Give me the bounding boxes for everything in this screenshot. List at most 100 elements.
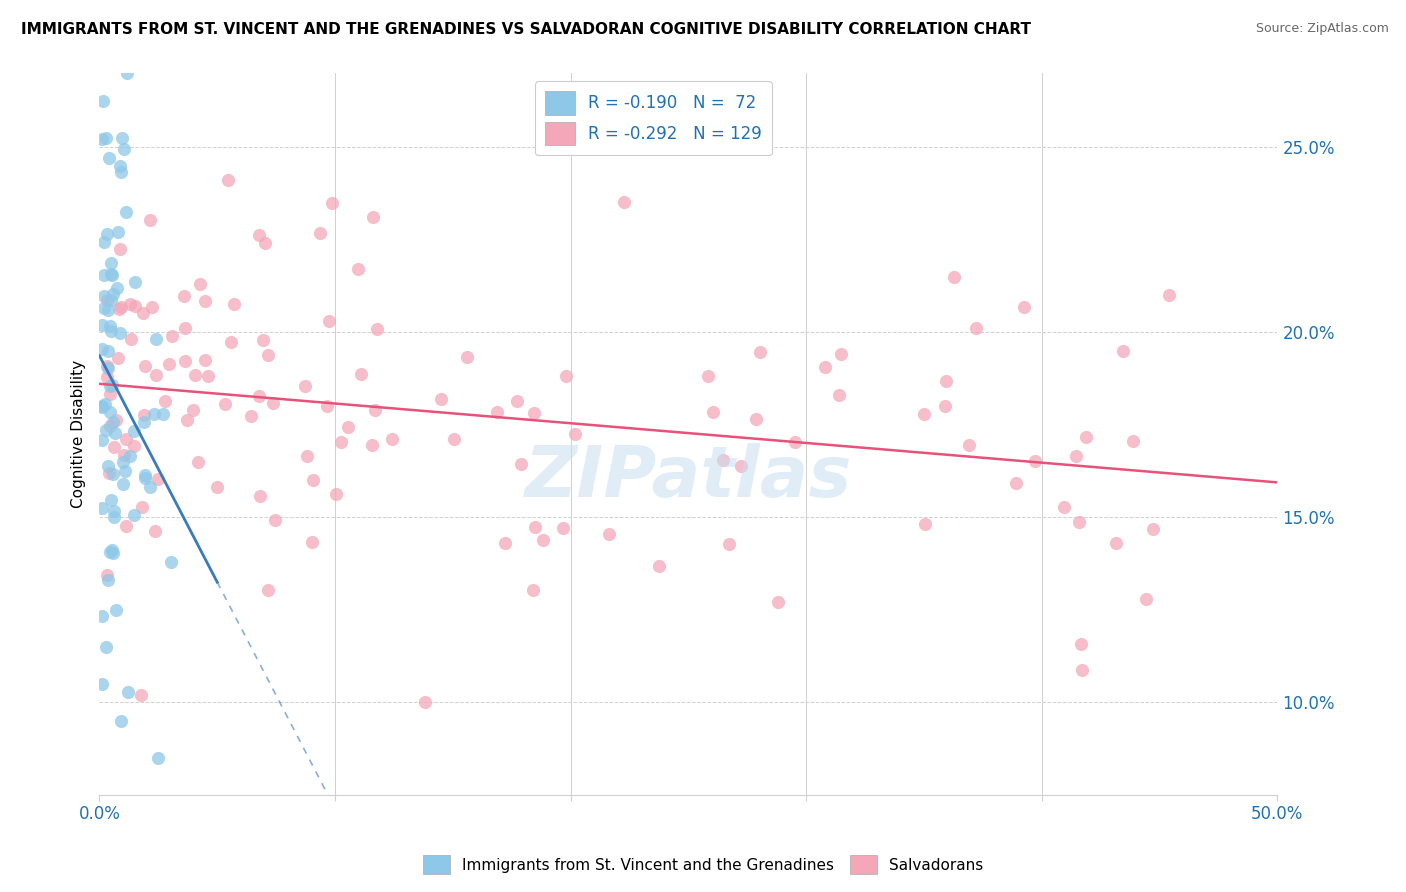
Point xyxy=(118,297,141,311)
Point xyxy=(108,242,131,256)
Point xyxy=(96,359,118,373)
Point xyxy=(430,392,453,406)
Point xyxy=(91,94,114,108)
Point xyxy=(97,458,120,473)
Point xyxy=(101,268,124,282)
Point xyxy=(364,403,387,417)
Point xyxy=(105,281,128,295)
Point xyxy=(93,301,115,315)
Point xyxy=(613,194,636,209)
Point xyxy=(523,407,546,421)
Point xyxy=(157,357,180,371)
Point xyxy=(1005,475,1028,490)
Point xyxy=(247,227,270,242)
Point xyxy=(146,472,169,486)
Point xyxy=(249,489,271,503)
Point xyxy=(1112,343,1135,358)
Point xyxy=(173,288,195,302)
Point xyxy=(957,437,980,451)
Point xyxy=(100,493,122,508)
Point xyxy=(94,423,117,437)
Point xyxy=(131,500,153,514)
Point xyxy=(94,397,117,411)
Point xyxy=(104,412,127,426)
Point xyxy=(257,347,280,361)
Point xyxy=(935,374,957,388)
Point xyxy=(522,583,544,598)
Point xyxy=(98,151,121,165)
Point xyxy=(224,296,246,310)
Point xyxy=(217,172,239,186)
Point xyxy=(145,368,167,383)
Point xyxy=(97,343,120,358)
Point xyxy=(485,404,508,418)
Point xyxy=(97,302,120,317)
Point xyxy=(110,714,132,728)
Point xyxy=(828,388,851,402)
Point xyxy=(122,424,145,438)
Point xyxy=(321,195,343,210)
Point xyxy=(555,369,578,384)
Point xyxy=(262,396,284,410)
Point xyxy=(263,512,285,526)
Point xyxy=(318,314,340,328)
Point xyxy=(176,412,198,426)
Point xyxy=(129,688,152,702)
Point xyxy=(194,293,217,308)
Point xyxy=(730,459,752,474)
Point xyxy=(187,455,209,469)
Point xyxy=(94,131,117,145)
Point xyxy=(443,432,465,446)
Legend: R = -0.190   N =  72, R = -0.292   N = 129: R = -0.190 N = 72, R = -0.292 N = 129 xyxy=(534,81,772,155)
Point xyxy=(96,293,118,307)
Point xyxy=(965,320,987,334)
Point xyxy=(648,558,671,573)
Point xyxy=(301,534,323,549)
Y-axis label: Cognitive Disability: Cognitive Disability xyxy=(72,360,86,508)
Point xyxy=(96,227,118,241)
Point xyxy=(553,521,575,535)
Point xyxy=(103,509,125,524)
Point xyxy=(98,318,121,333)
Point xyxy=(134,468,156,483)
Point xyxy=(160,555,183,569)
Point xyxy=(103,415,125,429)
Point xyxy=(114,464,136,478)
Point xyxy=(413,696,436,710)
Point xyxy=(814,359,837,374)
Point xyxy=(91,400,114,414)
Point xyxy=(100,325,122,339)
Point xyxy=(100,267,122,281)
Point xyxy=(110,165,132,179)
Point xyxy=(110,300,132,314)
Point xyxy=(295,449,318,463)
Point xyxy=(103,504,125,518)
Point xyxy=(90,132,112,146)
Point xyxy=(104,425,127,440)
Point xyxy=(122,439,145,453)
Point xyxy=(219,334,242,349)
Point xyxy=(1064,449,1087,463)
Point xyxy=(108,302,131,317)
Point xyxy=(316,399,339,413)
Point xyxy=(329,434,352,449)
Point xyxy=(1105,536,1128,550)
Point xyxy=(100,378,122,392)
Point xyxy=(98,545,121,559)
Point xyxy=(366,322,388,336)
Point xyxy=(1012,300,1035,314)
Point xyxy=(1157,287,1180,301)
Point xyxy=(160,328,183,343)
Point xyxy=(105,603,128,617)
Point xyxy=(173,354,195,368)
Point xyxy=(93,289,115,303)
Point xyxy=(146,751,169,765)
Point xyxy=(103,467,125,481)
Point xyxy=(1069,515,1091,529)
Point xyxy=(524,520,547,534)
Point xyxy=(100,293,122,308)
Point xyxy=(506,394,529,409)
Point xyxy=(718,536,741,550)
Point xyxy=(766,594,789,608)
Point xyxy=(153,393,176,408)
